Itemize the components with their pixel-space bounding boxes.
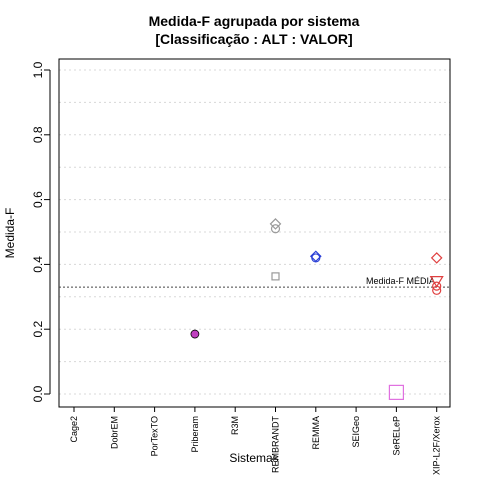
data-point [269, 218, 282, 230]
y-tick-label: 0.4 [31, 256, 45, 273]
y-tick-label: 0.8 [31, 126, 45, 143]
plot-frame [58, 58, 451, 408]
x-tick-label: PorTexTO [150, 416, 160, 456]
x-tick-label: REMMA [311, 416, 321, 450]
data-point [432, 281, 442, 291]
x-tick-label: DobrEM [109, 416, 119, 449]
y-axis-label: Medida-F [3, 208, 17, 259]
data-point [429, 276, 444, 288]
x-tick-label: REMBRANDT [271, 416, 281, 474]
data-point [388, 384, 404, 400]
data-point [270, 224, 281, 234]
y-tick-label: 0.0 [31, 385, 45, 402]
data-point [190, 329, 200, 339]
x-axis-label: Sistemas [229, 451, 278, 465]
y-tick-label: 1.0 [31, 61, 45, 78]
chart-subtitle: [Classificação : ALT : VALOR] [155, 31, 352, 47]
data-point [432, 285, 442, 295]
x-tick-label: Priberam [190, 416, 200, 453]
y-tick-label: 0.2 [31, 321, 45, 338]
reference-line-label: Medida-F MÉDIA [366, 276, 435, 286]
data-point [430, 252, 443, 264]
data-points [190, 218, 444, 400]
x-axis: Cage2 DobrEM PorTexTO Priberam R3M REMBRANDT R… [69, 406, 442, 476]
x-tick-label: Cage2 [69, 416, 79, 443]
grid [59, 69, 450, 395]
x-tick-label: SeRELeP [391, 416, 401, 456]
x-tick-label: XIP-L2F/Xerox [432, 416, 442, 476]
y-tick-label: 0.6 [31, 191, 45, 208]
reference-line-group: Medida-F MÉDIA [59, 276, 450, 288]
y-axis: 0.0 0.2 0.4 0.6 0.8 1.0 [31, 61, 51, 402]
data-point [309, 250, 322, 263]
x-tick-label: R3M [230, 416, 240, 435]
data-point [271, 272, 280, 281]
x-tick-label: SEIGeo [351, 416, 361, 448]
data-point [311, 253, 321, 263]
chart-title: Medida-F agrupada por sistema [149, 13, 360, 29]
